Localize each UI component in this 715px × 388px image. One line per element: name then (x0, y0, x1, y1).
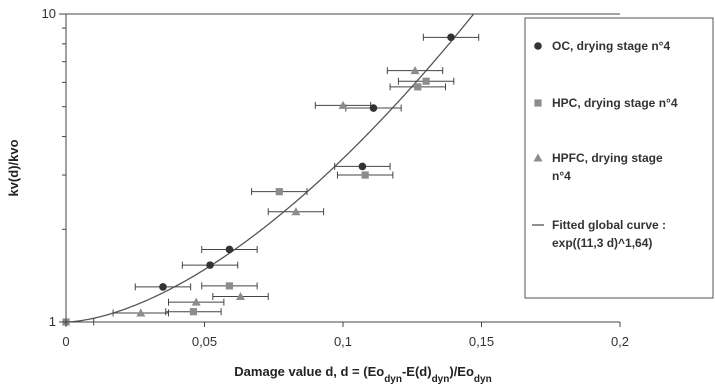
legend-label: n°4 (552, 169, 571, 183)
x-axis-title-part: )/Eo (449, 364, 474, 379)
x-axis-title-part: dyn (432, 374, 450, 385)
data-point-square (275, 188, 283, 196)
legend-square-symbol (534, 99, 542, 107)
x-tick-label: 0 (62, 334, 69, 349)
y-axis-title: kv(d)/kvo (6, 139, 21, 196)
data-point-triangle (136, 308, 146, 317)
marker-layer (62, 33, 455, 326)
data-point-square (361, 171, 369, 179)
data-point-circle (447, 33, 455, 42)
x-axis-title-part: dyn (474, 374, 492, 385)
curve-layer (65, 13, 475, 323)
legend-label: Fitted global curve : (552, 218, 666, 232)
data-point-circle (358, 162, 367, 171)
data-point-circle (206, 261, 214, 269)
y-tick-label: 10 (42, 6, 56, 21)
data-point-square (422, 77, 430, 85)
legend-label: HPFC, drying stage (552, 151, 663, 165)
data-point-triangle (410, 66, 420, 75)
legend-label: OC, drying stage n°4 (552, 39, 670, 53)
tick-layer: 1 10 0 0,05 0,1 0,15 0,2 (42, 6, 630, 349)
data-point-triangle (338, 100, 348, 109)
data-point-square (225, 282, 234, 290)
data-point-circle (369, 104, 378, 112)
errorbar-layer (65, 33, 480, 326)
legend-circle-symbol (534, 42, 542, 50)
x-tick-label: 0,05 (192, 334, 217, 349)
legend-label: exp((11,3 d)^1,64) (552, 236, 652, 250)
y-tick-label: 1 (49, 314, 56, 329)
data-point-square (189, 308, 198, 316)
axes-layer (59, 13, 621, 327)
data-point-triangle (236, 292, 246, 301)
x-tick-label: 0,2 (611, 334, 629, 349)
data-point-square (414, 83, 422, 91)
legend: OC, drying stage n°4 HPC, drying stage n°… (524, 17, 714, 299)
legend-label: HPC, drying stage n°4 (552, 96, 678, 110)
data-point-triangle (191, 297, 201, 306)
x-axis-title-part: dyn (384, 374, 402, 385)
data-point-circle (159, 283, 167, 291)
data-point-triangle (291, 207, 301, 216)
data-point-circle (225, 245, 234, 254)
fitted-curve-line (65, 13, 475, 323)
legend-triangle-symbol (533, 153, 543, 162)
x-axis-title: Damage value d, d = (Eodyn-E(d)dyn)/Eody… (234, 364, 491, 385)
x-tick-label: 0,1 (334, 334, 352, 349)
x-axis-title-part: -E(d) (402, 364, 432, 379)
x-axis-title-part: Damage value d, d = (Eo (234, 364, 384, 379)
legend-box (524, 17, 714, 299)
x-tick-label: 0,15 (469, 334, 494, 349)
